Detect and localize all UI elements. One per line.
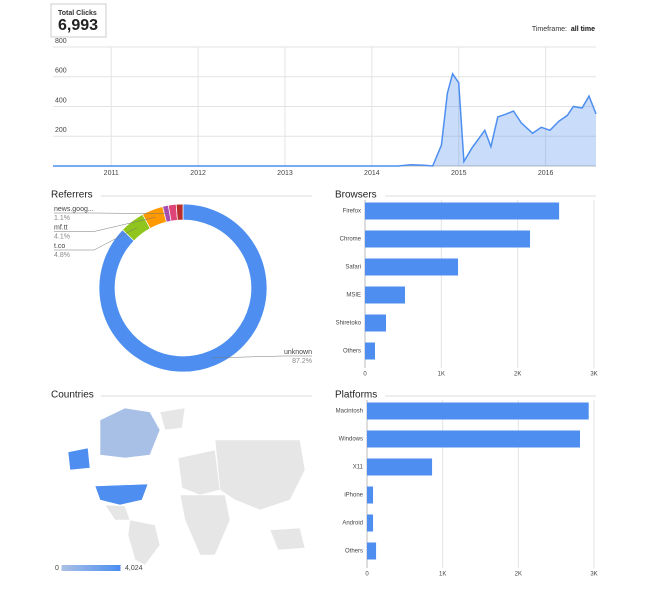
y-tick-label: 800 [55,38,67,45]
canada [99,407,161,459]
slice-value: 4.1% [54,233,70,240]
slice-label: news.goog... [54,206,94,213]
timeframe-value[interactable]: all time [571,26,595,33]
y-tick-label: iPhone [344,493,363,499]
y-tick-label: 200 [55,127,67,134]
slice-label: unknown [284,349,312,356]
slice-value: 4.8% [54,252,70,259]
y-tick-label: Others [345,549,363,555]
x-tick-label: 2015 [451,170,467,177]
y-tick-label: 400 [55,97,67,104]
x-tick-label: 2011 [104,170,119,177]
south-america [127,519,161,566]
x-tick-label: 0 [365,572,369,578]
australia [269,527,306,551]
leader-line [54,217,156,232]
slice-label: t.co [54,243,65,250]
area-fill [53,73,596,166]
slice-value: 87.2% [292,358,312,365]
pie-slice [175,203,184,221]
bar [367,402,589,420]
bar [367,458,433,476]
section-title: Browsers [335,190,377,201]
y-tick-label: Firefox [343,209,361,215]
europe [177,449,221,496]
total-box [50,3,107,38]
x-tick-label: 3K [590,572,597,578]
bar [365,314,386,332]
bar [365,202,560,220]
y-tick-label: Android [342,521,363,527]
legend-max: 4,024 [125,565,143,572]
total-value: 6,993 [58,17,98,34]
asia [214,439,306,511]
leader-line [54,227,137,251]
x-tick-label: 2016 [538,170,554,177]
greenland [159,407,186,431]
pie-slice [98,203,268,373]
slice-label: mf.tt [54,224,68,231]
x-tick-label: 2013 [277,170,293,177]
y-tick-label: Chrome [340,237,362,243]
timeframe-label: Timeframe: [532,26,567,33]
x-tick-label: 2012 [190,170,206,177]
area-line [53,72,597,167]
alaska [67,447,91,471]
world-map [67,407,306,566]
y-tick-label: Macintosh [336,409,363,415]
leader-line [212,355,312,359]
y-tick-label: X11 [353,465,364,471]
bar [367,430,581,448]
x-tick-label: 0 [363,372,367,378]
leader-line [54,212,168,214]
central-america [104,504,131,521]
y-tick-label: Windows [339,437,363,443]
x-tick-label: 2K [515,572,522,578]
y-tick-label: MSIE [346,293,361,299]
y-tick-label: Safari [345,265,361,271]
section-title: Referrers [51,190,93,201]
x-tick-label: 1K [439,572,446,578]
legend-bar [62,565,120,571]
bar [365,286,405,304]
bar [367,514,374,532]
x-tick-label: 2014 [364,170,380,177]
usa [94,483,149,506]
x-tick-label: 1K [438,372,445,378]
section-title: Countries [51,390,94,401]
section-title: Platforms [335,390,377,401]
total-label: Total Clicks [58,10,97,17]
legend-min: 0 [55,565,59,572]
bar [365,258,459,276]
y-tick-label: Shiretoko [336,321,362,327]
bar [365,342,375,360]
x-tick-label: 3K [590,372,597,378]
y-tick-label: Others [343,349,361,355]
slice-value: 1.1% [54,215,70,222]
y-tick-label: 600 [55,68,67,75]
x-tick-label: 2K [514,372,521,378]
bar [365,230,531,248]
bar [367,486,374,504]
bar [367,542,377,560]
africa [179,494,231,556]
